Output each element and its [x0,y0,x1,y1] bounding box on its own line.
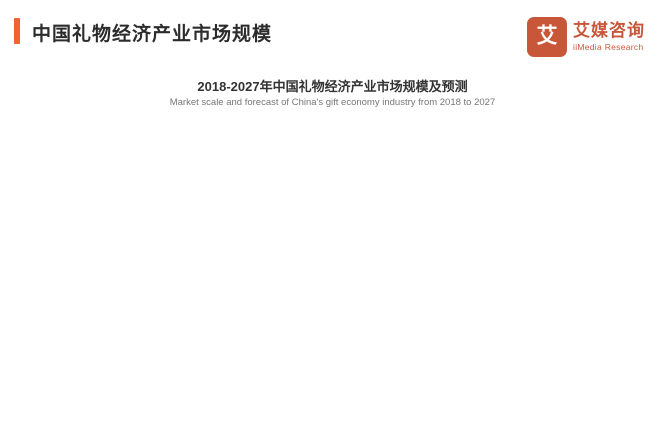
svg-text:艾: 艾 [537,24,558,48]
